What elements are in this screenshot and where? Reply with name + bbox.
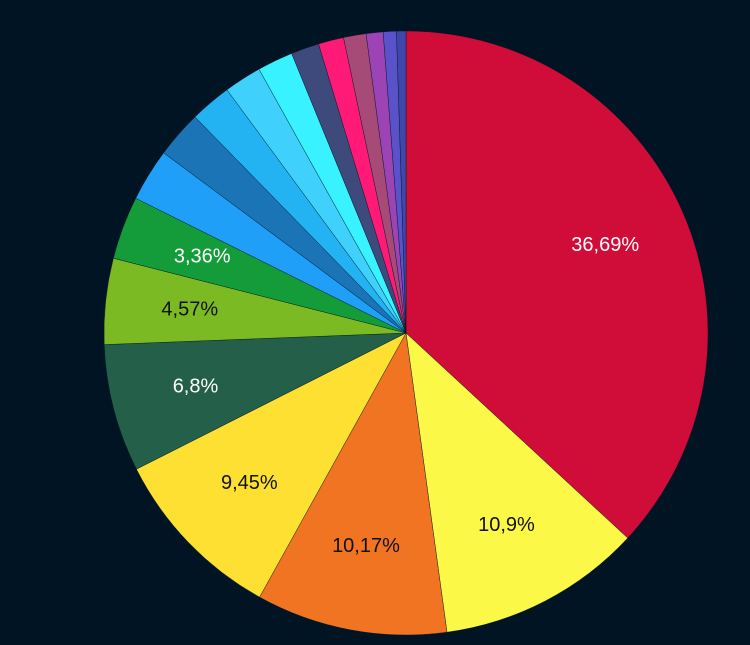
pie-slice-17	[396, 30, 407, 334]
pie-slice-3	[136, 332, 407, 598]
pie-slice-label-1: 10,9%	[478, 514, 535, 536]
pie-slice-label-5: 4,57%	[161, 298, 218, 320]
pie-slice-label-4: 6,8%	[173, 376, 219, 398]
pie-slice-label-6: 3,36%	[174, 245, 231, 267]
pie-slice-label-3: 9,45%	[221, 472, 278, 494]
pie-slice-0	[405, 30, 709, 539]
pie-slice-label-0: 36,69%	[571, 234, 639, 256]
pie-slice-4	[104, 332, 407, 470]
pie-slice-2	[259, 332, 448, 636]
pie-slice-label-2: 10,17%	[332, 535, 400, 557]
pie-slice-1	[405, 332, 629, 633]
